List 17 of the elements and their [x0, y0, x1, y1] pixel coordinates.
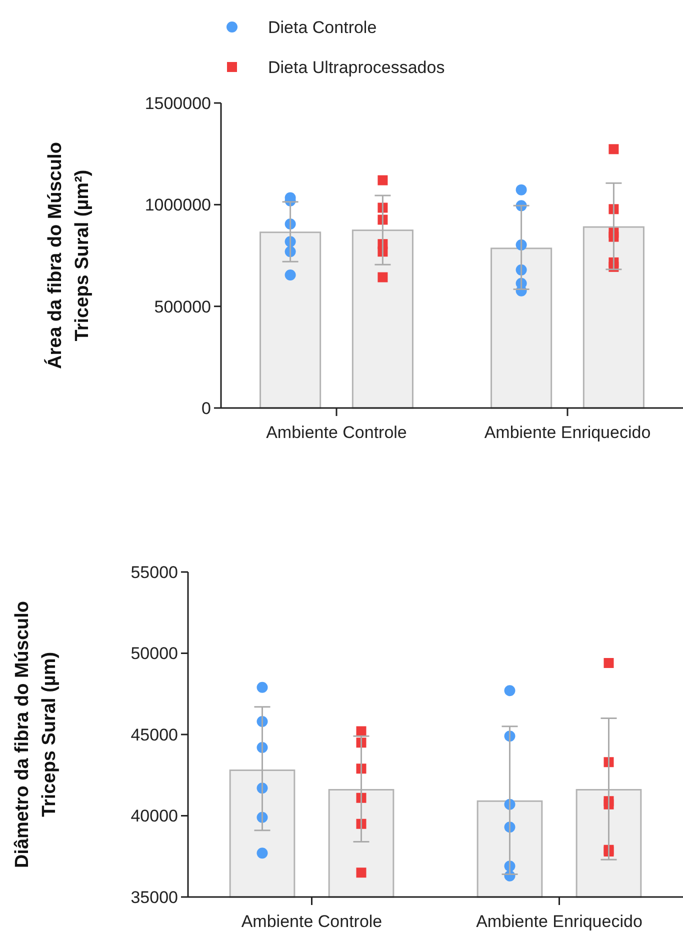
y-tick-label: 1000000	[144, 196, 211, 215]
y-tick-label: 50000	[130, 644, 178, 664]
x-tick-label: Ambiente Enriquecido	[476, 912, 642, 931]
y-tick-label: 45000	[130, 725, 178, 744]
y-tick-label: 55000	[130, 562, 178, 582]
y-tick-label: 0	[202, 398, 211, 418]
x-tick-label: Ambiente Enriquecido	[484, 423, 651, 442]
legend-label: Dieta Ultraprocessados	[268, 58, 445, 77]
legend-label: Dieta Controle	[268, 18, 377, 37]
y-tick-label: 40000	[130, 806, 178, 826]
y-tick-label: 35000	[130, 888, 178, 907]
y-tick-label: 1500000	[144, 94, 211, 113]
y-axis-title: Diâmetro da fibra do Músculo Triceps Sural (µm)	[12, 600, 60, 868]
y-tick-label: 500000	[154, 297, 211, 316]
x-tick-label: Ambiente Controle	[266, 423, 407, 442]
y-axis-title: Área da fibra do Músculo Triceps Sural (µm²)	[44, 142, 93, 369]
x-tick-label: Ambiente Controle	[241, 912, 382, 931]
